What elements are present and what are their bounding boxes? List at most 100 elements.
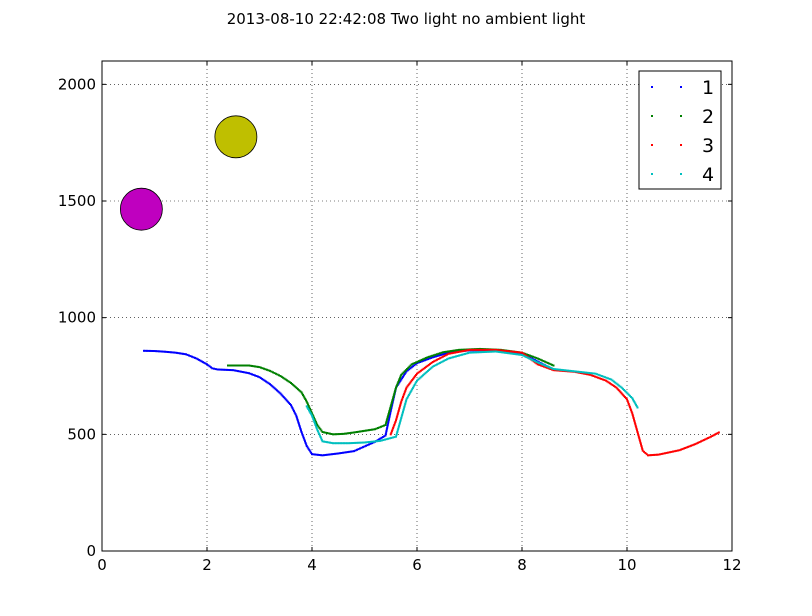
- data-point: [552, 364, 555, 367]
- data-point: [395, 386, 397, 389]
- data-point: [341, 451, 344, 454]
- data-point: [365, 441, 368, 444]
- data-point: [523, 355, 526, 358]
- data-point: [198, 358, 201, 361]
- data-point: [346, 442, 349, 445]
- data-point: [389, 433, 392, 436]
- data-point: [330, 441, 333, 444]
- data-point: [230, 369, 233, 372]
- data-point: [385, 419, 388, 422]
- data-point: [536, 357, 539, 360]
- data-point: [633, 420, 636, 423]
- data-point: [624, 397, 627, 400]
- data-point: [415, 381, 418, 384]
- data-point: [459, 354, 462, 357]
- data-point: [546, 366, 549, 369]
- chart-title: 2013-08-10 22:42:08 Two light no ambient…: [227, 10, 586, 28]
- data-point: [258, 366, 261, 369]
- data-point: [381, 425, 384, 428]
- data-point: [372, 428, 375, 431]
- data-point: [302, 437, 305, 440]
- data-point: [261, 377, 264, 380]
- data-point: [308, 409, 310, 412]
- data-point: [318, 426, 321, 429]
- data-point: [543, 360, 546, 363]
- data-point: [625, 391, 628, 394]
- data-point: [622, 394, 625, 397]
- data-point: [314, 419, 317, 422]
- data-point: [408, 392, 411, 395]
- data-point: [336, 442, 339, 445]
- data-point: [437, 362, 440, 365]
- data-point: [327, 453, 330, 456]
- series: [143, 347, 720, 457]
- data-point: [525, 356, 528, 359]
- data-point: [464, 352, 466, 355]
- data-point: [641, 448, 644, 451]
- data-point: [294, 386, 297, 389]
- data-point: [400, 378, 403, 381]
- data-point: [312, 419, 315, 422]
- data-point: [584, 372, 587, 375]
- data-point: [241, 364, 244, 367]
- data-point: [659, 453, 662, 456]
- data-point: [283, 397, 286, 400]
- data-point: [176, 351, 178, 354]
- data-point: [532, 358, 535, 361]
- data-point: [672, 450, 675, 453]
- data-point: [534, 361, 537, 364]
- data-point: [356, 431, 358, 433]
- data-point: [375, 427, 378, 430]
- data-point: [441, 360, 444, 363]
- data-point: [682, 447, 685, 450]
- data-point: [354, 431, 357, 434]
- data-point: [399, 418, 402, 421]
- data-point: [329, 453, 332, 456]
- data-point: [350, 431, 352, 434]
- data-point: [248, 372, 250, 375]
- data-point: [394, 420, 397, 423]
- data-point: [489, 348, 492, 351]
- data-point: [640, 443, 642, 446]
- data-point: [581, 372, 584, 375]
- data-point: [224, 368, 227, 371]
- data-point: [535, 356, 538, 359]
- data-point: [440, 356, 443, 359]
- data-point: [280, 393, 283, 396]
- data-point: [591, 372, 594, 375]
- data-point: [326, 432, 328, 434]
- data-point: [408, 368, 411, 371]
- data-point: [403, 373, 406, 376]
- data-point: [623, 389, 626, 391]
- data-point: [407, 366, 410, 369]
- data-point: [433, 355, 436, 358]
- data-point: [607, 377, 610, 380]
- data-point: [488, 348, 491, 351]
- data-point: [361, 441, 364, 444]
- data-point: [372, 440, 375, 443]
- data-point: [538, 362, 541, 365]
- data-point: [431, 356, 434, 359]
- data-point: [229, 369, 232, 372]
- data-point: [329, 441, 331, 444]
- data-point: [626, 399, 629, 402]
- data-point: [362, 430, 364, 433]
- data-point: [274, 388, 277, 391]
- data-point: [266, 368, 268, 371]
- data-point: [445, 350, 448, 353]
- data-point: [218, 368, 221, 371]
- data-point: [638, 438, 641, 441]
- data-point: [335, 452, 338, 455]
- data-point: [291, 407, 294, 410]
- data-point: [460, 350, 463, 353]
- data-point: [453, 355, 456, 358]
- data-point: [323, 454, 326, 457]
- data-point: [391, 400, 394, 403]
- data-point: [630, 410, 633, 413]
- data-point: [388, 416, 391, 419]
- data-point: [542, 363, 545, 366]
- data-point: [309, 412, 312, 414]
- data-point: [594, 372, 597, 375]
- data-point: [630, 409, 633, 412]
- data-point: [475, 351, 478, 354]
